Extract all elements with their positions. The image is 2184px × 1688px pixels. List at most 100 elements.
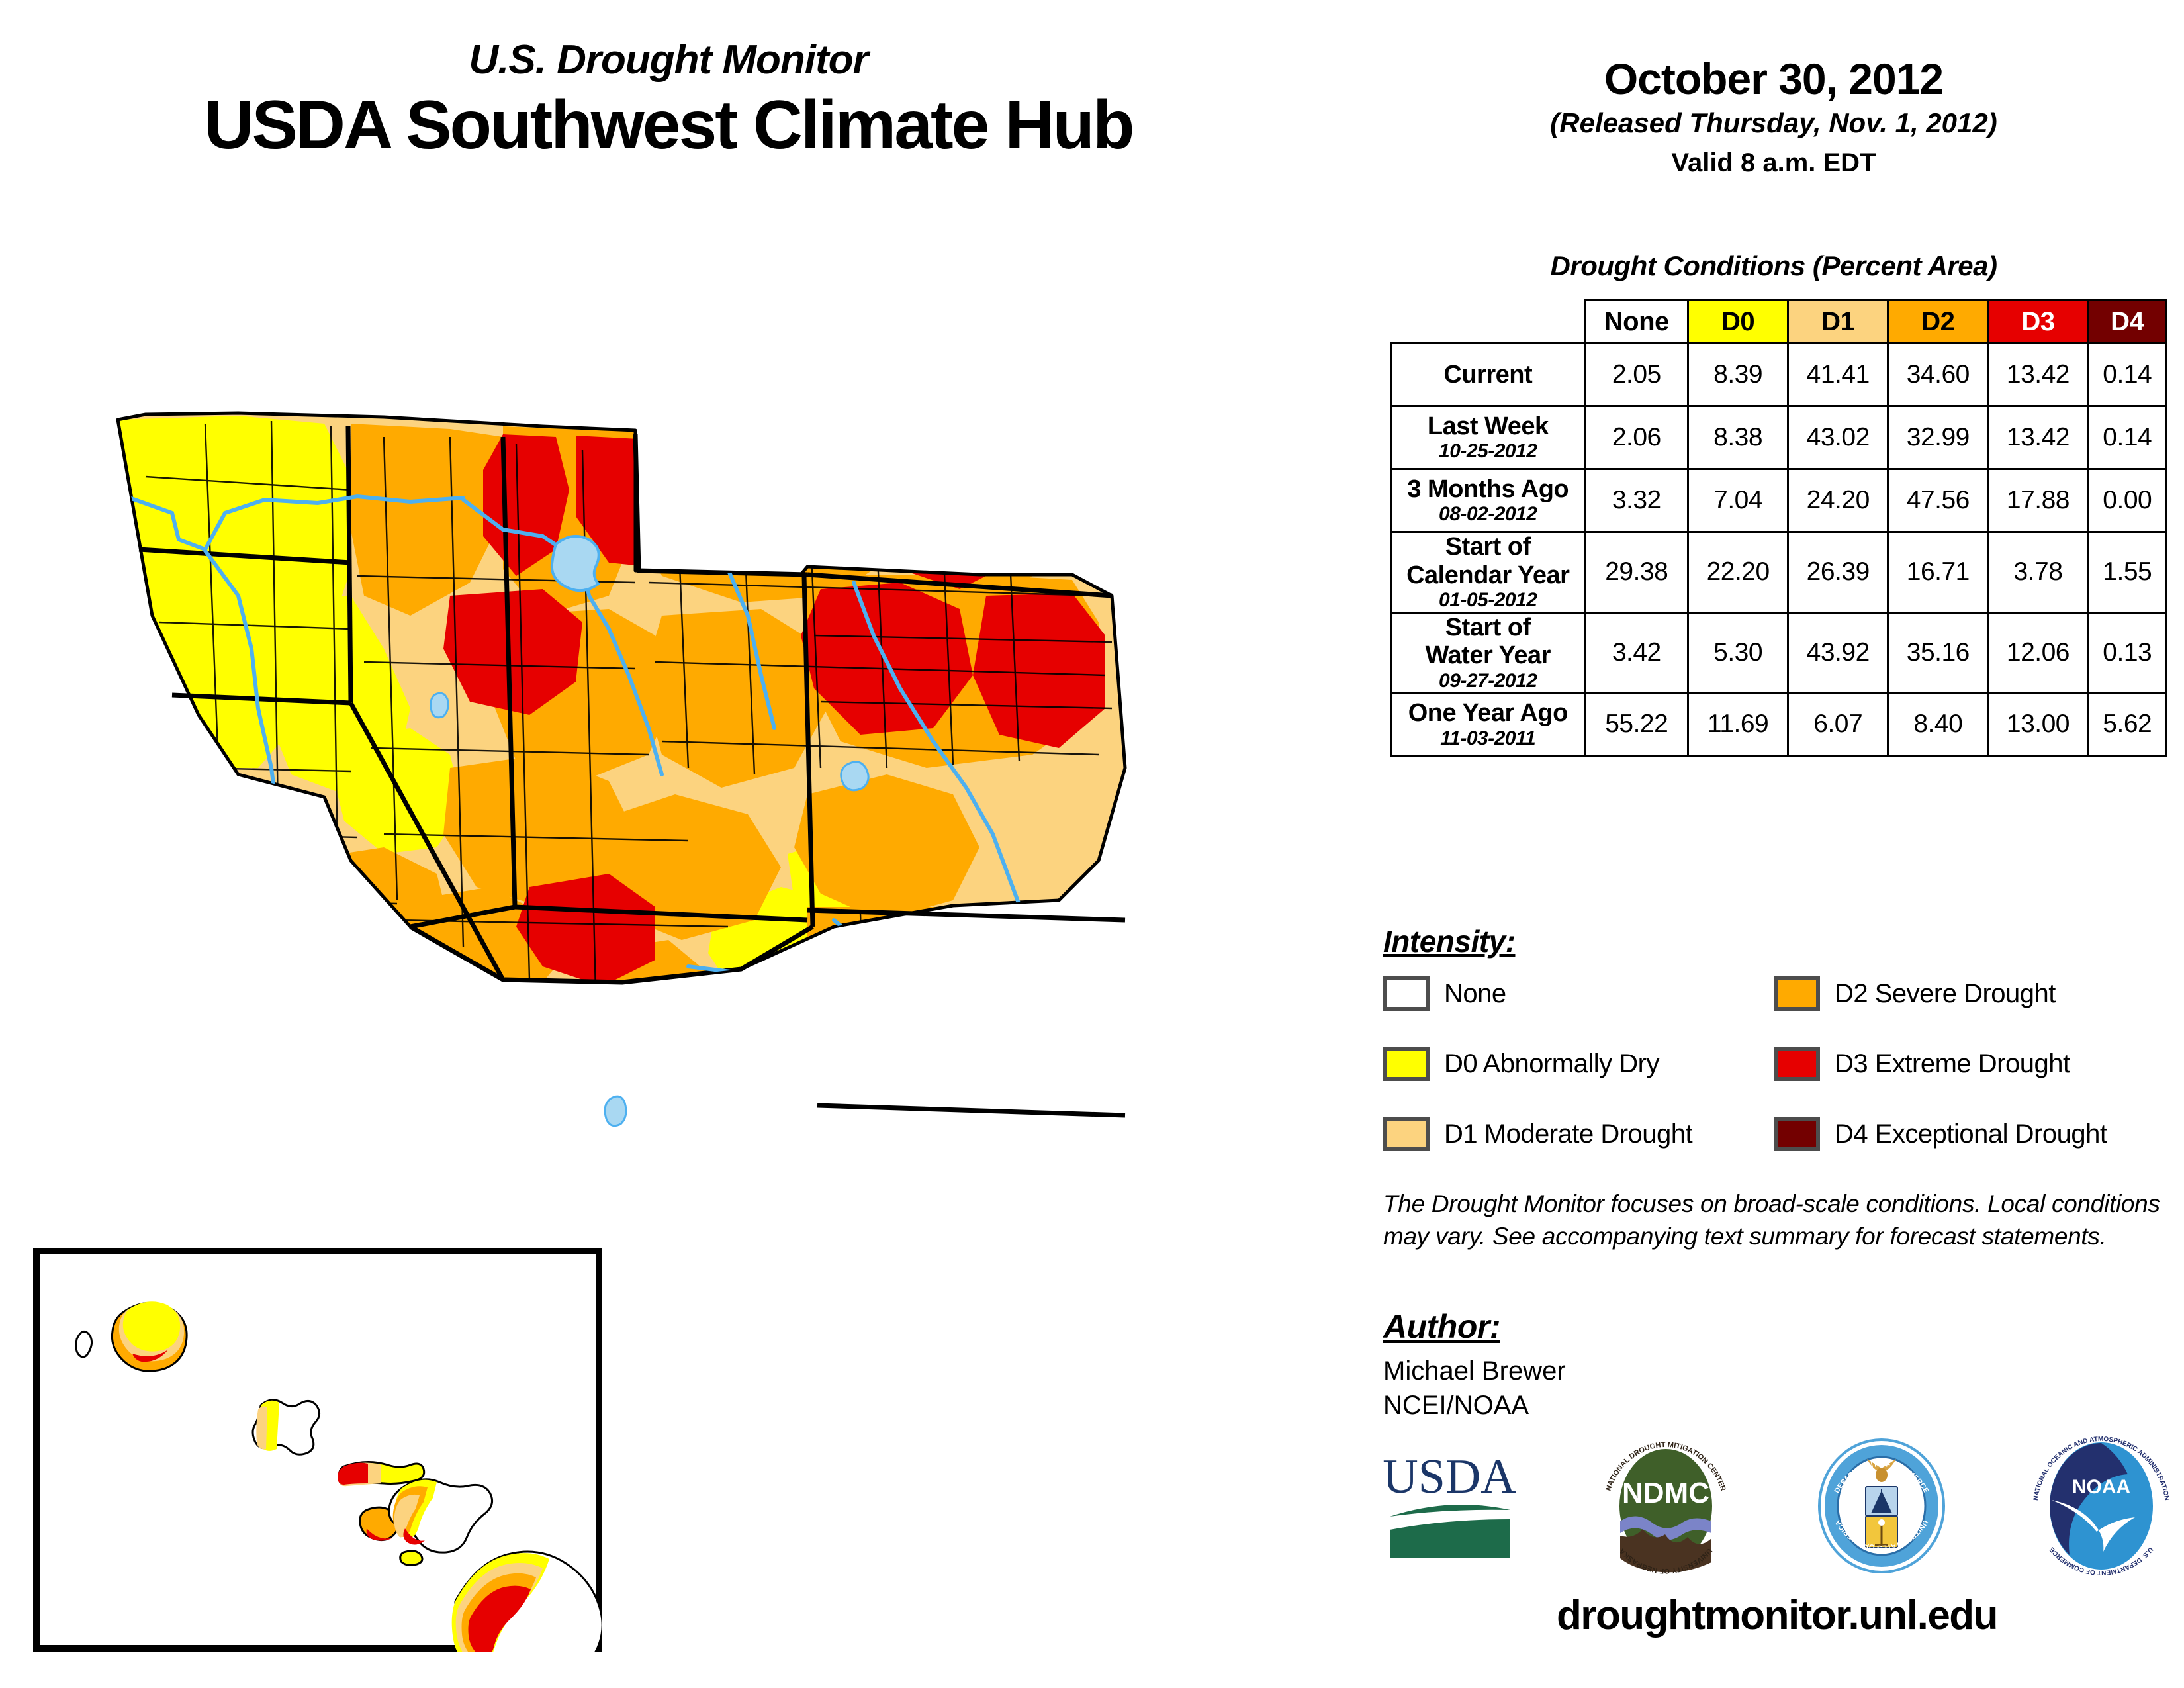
cell-d0: 8.39: [1687, 342, 1790, 407]
hawaii-inset-map: [33, 1248, 602, 1652]
legend-swatch: [1774, 976, 1820, 1011]
table-row: Current 2.05 8.39 41.41 34.60 13.42 0.14: [1390, 342, 2167, 407]
table-row: 3 Months Ago 08-02-2012 3.32 7.04 24.20 47.56…: [1390, 468, 2167, 533]
legend-label: D1 Moderate Drought: [1444, 1119, 1693, 1149]
island-niihau: [75, 1330, 93, 1358]
legend-swatch: [1383, 976, 1430, 1011]
row-date: 10-25-2012: [1439, 440, 1537, 463]
usda-logo: USDA: [1383, 1450, 1516, 1558]
island-maui: [388, 1478, 494, 1554]
island-oahu: [251, 1399, 320, 1456]
legend-item: D3 Extreme Drought: [1774, 1038, 2107, 1090]
cell-d2: 47.56: [1887, 468, 1989, 533]
cell-d3: 13.00: [1987, 692, 2089, 757]
table-row: One Year Ago 11-03-2011 55.22 11.69 6.07 8.40…: [1390, 692, 2167, 757]
cell-d2: 8.40: [1887, 692, 1989, 757]
cell-d4: 1.55: [2087, 531, 2167, 614]
cell-d0: 7.04: [1687, 468, 1790, 533]
row-label: Current: [1390, 342, 1586, 407]
valid-time: Valid 8 a.m. EDT: [1671, 148, 1876, 177]
legend-item: D2 Severe Drought: [1774, 968, 2107, 1019]
svg-text:NDMC: NDMC: [1622, 1477, 1709, 1509]
date-block: October 30, 2012 (Released Thursday, Nov…: [1377, 56, 2171, 179]
cell-d0: 11.69: [1687, 692, 1790, 757]
cell-d3: 13.42: [1987, 342, 2089, 407]
table-header-row: None D0 D1 D2 D3 D4: [1391, 299, 2167, 344]
cell-d3: 17.88: [1987, 468, 2089, 533]
table-col-header-d4: D4: [2087, 299, 2167, 344]
cell-d1: 6.07: [1787, 692, 1889, 757]
ndmc-logo: NDMC NATIONAL DROUGHT MITIGATION CENTER …: [1602, 1438, 1729, 1575]
website-url: droughtmonitor.unl.edu: [1556, 1593, 1999, 1638]
author-affiliation: NCEI/NOAA: [1383, 1391, 1529, 1420]
cell-d4: 0.14: [2087, 405, 2167, 470]
legend-label: D2 Severe Drought: [1835, 978, 2056, 1008]
row-date: 01-05-2012: [1439, 589, 1537, 612]
row-label: Start of Water Year 09-27-2012: [1390, 611, 1586, 694]
legend-label: None: [1444, 978, 1506, 1008]
cell-d0: 5.30: [1687, 611, 1790, 694]
table-col-header-d2: D2: [1887, 299, 1989, 344]
cell-none: 29.38: [1584, 531, 1690, 614]
drought-map-southwest: [116, 411, 1127, 1127]
svg-text:NOAA: NOAA: [2072, 1476, 2130, 1498]
row-label: 3 Months Ago 08-02-2012: [1390, 468, 1586, 533]
island-kauai: [111, 1301, 188, 1372]
legend-item: None: [1383, 968, 1692, 1019]
cell-d3: 12.06: [1987, 611, 2089, 694]
legend-swatch: [1383, 1047, 1430, 1081]
cell-none: 3.32: [1584, 468, 1690, 533]
noaa-logo: NOAA NATIONAL OCEANIC AND ATMOSPHERIC AD…: [2032, 1436, 2170, 1575]
cell-d0: 22.20: [1687, 531, 1790, 614]
table-col-header-none: None: [1584, 299, 1690, 344]
drought-conditions-table: None D0 D1 D2 D3 D4 Current 2.05 8.39 41.41 34.60…: [1390, 299, 2167, 757]
cell-d2: 16.71: [1887, 531, 1989, 614]
table-body: Current 2.05 8.39 41.41 34.60 13.42 0.14 Last W…: [1390, 342, 2167, 757]
cell-d1: 41.41: [1787, 342, 1889, 407]
legend-item: D1 Moderate Drought: [1383, 1108, 1693, 1160]
cell-d1: 26.39: [1787, 531, 1889, 614]
intensity-heading: Intensity:: [1383, 924, 1516, 959]
author-block: Michael Brewer NCEI/NOAA: [1383, 1354, 1566, 1423]
cell-d2: 34.60: [1887, 342, 1989, 407]
table-col-header-d1: D1: [1787, 299, 1889, 344]
row-date: 08-02-2012: [1439, 503, 1537, 526]
table-corner-cell: [1391, 301, 1586, 344]
table-col-header-d0: D0: [1687, 299, 1790, 344]
island-molokai: [338, 1460, 426, 1487]
legend-swatch: [1383, 1117, 1430, 1151]
cell-d0: 8.38: [1687, 405, 1790, 470]
legend-label: D3 Extreme Drought: [1835, 1049, 2070, 1078]
cell-d1: 43.92: [1787, 611, 1889, 694]
cell-none: 3.42: [1584, 611, 1690, 694]
page-title: USDA Southwest Climate Hub: [204, 87, 1134, 164]
great-salt-lake: [550, 535, 600, 592]
cell-none: 2.05: [1584, 342, 1690, 407]
cell-d1: 24.20: [1787, 468, 1889, 533]
cell-d2: 35.16: [1887, 611, 1989, 694]
row-label: Start of Calendar Year 01-05-2012: [1390, 531, 1586, 614]
row-date: 11-03-2011: [1440, 727, 1536, 749]
program-title: U.S. Drought Monitor: [469, 37, 868, 83]
disclaimer-text: The Drought Monitor focuses on broad-sca…: [1383, 1190, 2160, 1250]
table-caption: Drought Conditions (Percent Area): [1550, 250, 1997, 281]
legend-column-right: D2 Severe Drought D3 Extreme Drought D4 Ex…: [1774, 968, 2107, 1178]
table-col-header-d3: D3: [1987, 299, 2089, 344]
legend-swatch: [1774, 1117, 1820, 1151]
legend-column-left: None D0 Abnormally Dry D1 Moderate Drought: [1383, 968, 1693, 1178]
valid-date: October 30, 2012: [1604, 54, 1944, 103]
legend-swatch: [1774, 1047, 1820, 1081]
legend-label: D4 Exceptional Drought: [1835, 1119, 2107, 1149]
cell-none: 2.06: [1584, 405, 1690, 470]
legend-item: D4 Exceptional Drought: [1774, 1108, 2107, 1160]
legend-label: D0 Abnormally Dry: [1444, 1049, 1659, 1078]
release-date: (Released Thursday, Nov. 1, 2012): [1550, 107, 1997, 139]
cell-d1: 43.02: [1787, 405, 1889, 470]
doc-seal-logo: DEPARTMENT OF COMMERCE UNITED STATES OF …: [1818, 1438, 1946, 1573]
cell-d3: 3.78: [1987, 531, 2089, 614]
agency-logos: USDA NDMC NATIONAL DROUGHT MITIGATION CE…: [1383, 1430, 2171, 1582]
cell-d4: 0.00: [2087, 468, 2167, 533]
row-label: Last Week 10-25-2012: [1390, 405, 1586, 470]
author-name: Michael Brewer: [1383, 1356, 1566, 1385]
row-date: 09-27-2012: [1439, 669, 1537, 692]
